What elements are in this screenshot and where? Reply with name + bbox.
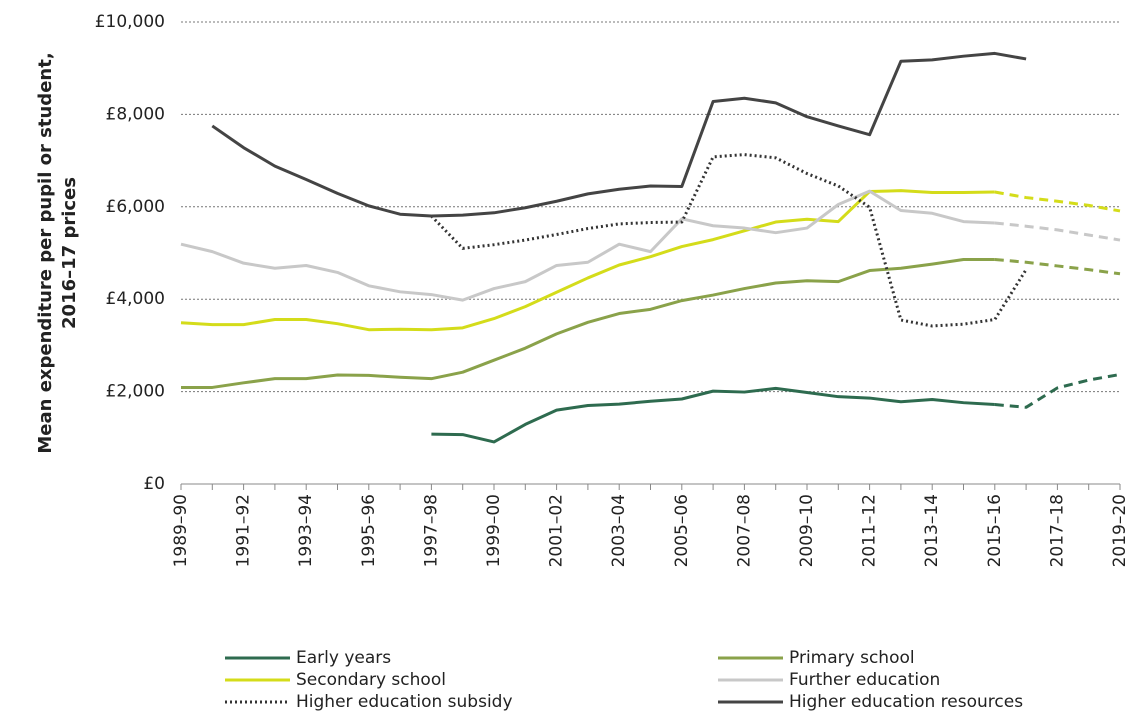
- y-axis-label: 2016–17 prices: [59, 177, 80, 329]
- legend-label: Higher education subsidy: [296, 692, 513, 712]
- x-tick-label: 1999–00: [484, 494, 504, 567]
- x-tick-label: 1989–90: [171, 494, 191, 567]
- y-tick-label: £6,000: [106, 197, 165, 217]
- projection-line: [994, 373, 1121, 409]
- x-tick-label: 1991–92: [234, 494, 254, 567]
- legend-label: Primary school: [789, 648, 915, 668]
- x-tick-label: 2019–20: [1110, 494, 1130, 567]
- x-tick-label: 2017–18: [1047, 494, 1067, 567]
- y-tick-label: £8,000: [106, 104, 165, 124]
- legend-label: Secondary school: [296, 670, 446, 690]
- y-tick-label: £2,000: [106, 382, 165, 402]
- x-tick-label: 1995–96: [359, 494, 379, 567]
- series-line: [211, 51, 1027, 218]
- x-tick-label: 2013–14: [922, 494, 942, 567]
- legend-label: Further education: [789, 670, 940, 690]
- legend-label: Higher education resources: [789, 692, 1023, 712]
- projection-line: [994, 221, 1121, 242]
- x-tick-label: 1993–94: [296, 494, 316, 567]
- y-tick-label: £0: [143, 474, 165, 494]
- y-axis-label: Mean expenditure per pupil or student,: [35, 52, 56, 453]
- x-tick-label: 2009–10: [797, 494, 817, 567]
- series-line: [430, 153, 1028, 328]
- projection-line: [994, 190, 1121, 213]
- x-tick-label: 2005–06: [672, 494, 692, 567]
- x-tick-label: 2011–12: [860, 494, 880, 567]
- series-line: [180, 189, 995, 332]
- projection-line: [994, 257, 1121, 276]
- y-tick-label: £4,000: [106, 289, 165, 309]
- x-tick-label: 2001–02: [547, 494, 567, 567]
- series-line: [431, 386, 995, 444]
- legend-label: Early years: [296, 648, 391, 668]
- x-tick-label: 2015–16: [985, 494, 1005, 567]
- y-tick-label: £10,000: [95, 12, 165, 32]
- x-tick-label: 1997–98: [421, 494, 441, 567]
- series-line: [180, 189, 995, 302]
- x-tick-label: 2007–08: [734, 494, 754, 567]
- x-tick-label: 2003–04: [609, 494, 629, 567]
- series-line: [181, 257, 995, 389]
